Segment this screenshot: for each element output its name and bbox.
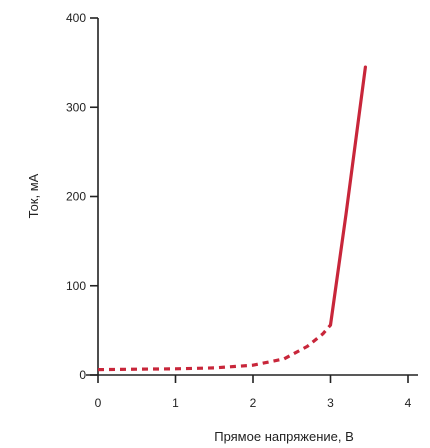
x-tick-label: 2: [250, 396, 257, 410]
x-tick-label: 4: [405, 396, 412, 410]
y-tick-label: 0: [79, 368, 86, 382]
x-ticks: 0 1 2 3 4: [95, 375, 412, 410]
y-tick-label: 100: [66, 279, 86, 293]
solid-current-curve: [328, 65, 367, 327]
x-axis-title: Прямое напряжение, В: [214, 429, 354, 444]
x-tick-label: 1: [172, 396, 179, 410]
y-axis-title: Ток, мА: [26, 173, 41, 218]
y-tick-label: 200: [66, 190, 86, 204]
y-tick-label: 300: [66, 100, 86, 114]
series-layer: [97, 65, 367, 372]
y-tick-label: 400: [66, 11, 86, 25]
x-tick-label: 3: [327, 396, 334, 410]
y-ticks: 0 100 200 300 400: [66, 11, 98, 382]
x-tick-label: 0: [95, 396, 102, 410]
dashed-current-curve: [97, 323, 332, 372]
